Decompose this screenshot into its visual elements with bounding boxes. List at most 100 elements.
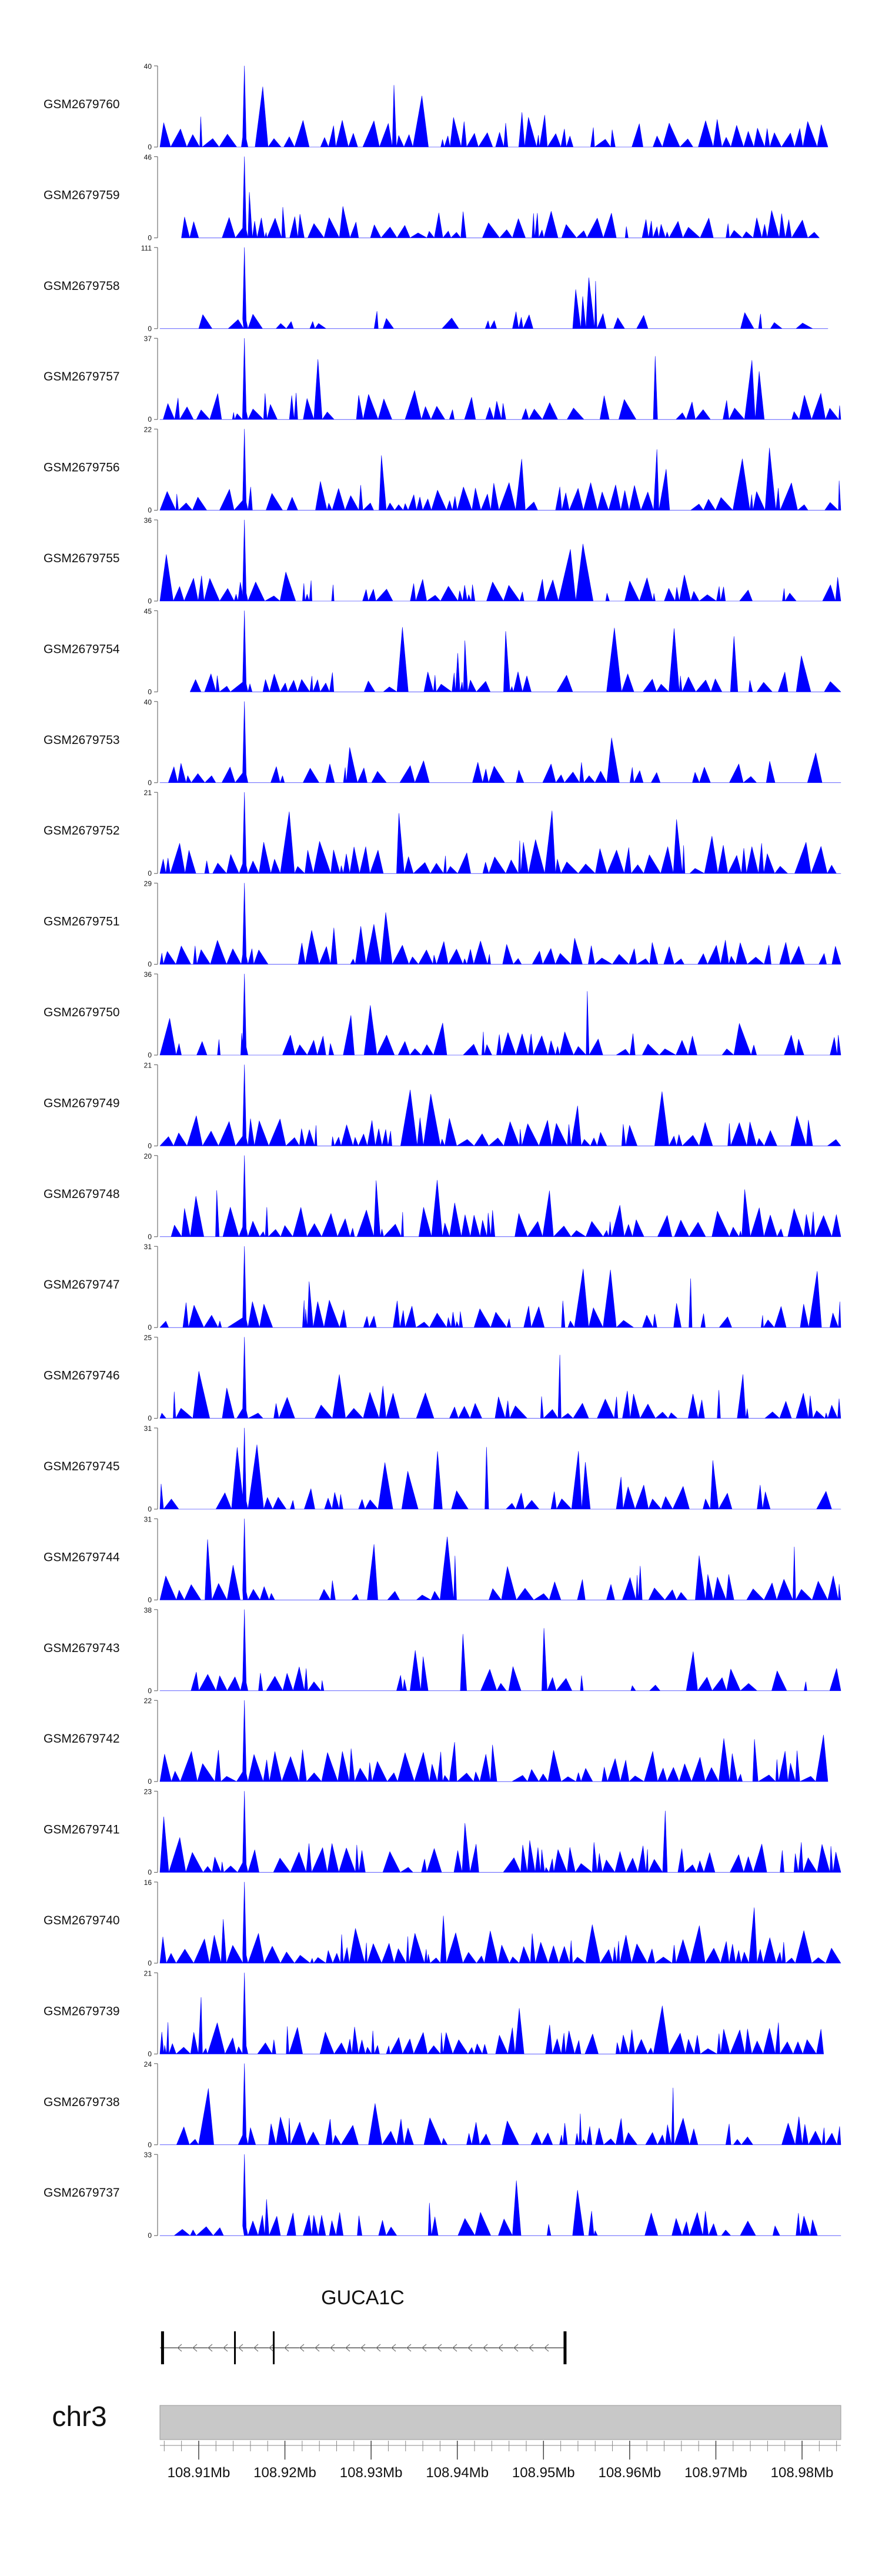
y-max-label: 36: [144, 970, 152, 979]
coverage-area: [190, 610, 841, 692]
y-max-label: 16: [144, 1878, 152, 1887]
axis-ticks: 108.91Mb 108.92Mb 108.93Mb 108.94Mb 108.95Mb…: [160, 2441, 841, 2481]
axis-tick-label: 108.93Mb: [340, 2465, 403, 2481]
coverage-area: [159, 1337, 841, 1419]
coverage-area: [159, 65, 828, 148]
y-max-label: 33: [144, 2151, 152, 2159]
coverage-area: [159, 1246, 841, 1328]
axis-tick-label: 108.97Mb: [684, 2465, 747, 2481]
strand-chevron: [544, 2344, 549, 2352]
coverage-area: [159, 1065, 841, 1146]
strand-chevron: [437, 2344, 442, 2352]
coverage-area: [159, 701, 841, 783]
coverage-area: [159, 792, 841, 874]
y-min-label: 0: [148, 1505, 152, 1513]
y-max-label: 31: [144, 1243, 152, 1251]
y-min-label: 0: [148, 143, 152, 151]
y-min-label: 0: [148, 506, 152, 515]
strand-chevron: [315, 2344, 320, 2352]
strand-chevron: [513, 2344, 519, 2352]
track-label: GSM2679759: [44, 188, 120, 202]
track-GSM2679745: GSM2679745 31 0: [44, 1424, 841, 1513]
coverage-area: [159, 1881, 841, 1964]
strand-chevron: [223, 2344, 228, 2352]
coverage-area: [159, 247, 828, 329]
coverage-area: [159, 1155, 841, 1237]
track-GSM2679737: GSM2679737 33 0: [44, 2151, 841, 2240]
y-max-label: 22: [144, 426, 152, 434]
y-max-label: 25: [144, 1334, 152, 1342]
coverage-area: [159, 2154, 841, 2236]
y-min-label: 0: [148, 779, 152, 787]
track-GSM2679753: GSM2679753 40 0: [44, 698, 841, 787]
ideogram-band: [159, 2405, 841, 2440]
y-min-label: 0: [148, 1687, 152, 1695]
strand-chevron: [467, 2344, 473, 2352]
axis-tick-label: 108.92Mb: [253, 2465, 316, 2481]
strand-chevron: [360, 2344, 366, 2352]
track-GSM2679751: GSM2679751 29 0: [44, 880, 841, 969]
track-label: GSM2679737: [44, 2186, 120, 2200]
y-min-label: 0: [148, 960, 152, 969]
y-max-label: 22: [144, 1697, 152, 1705]
chromosome-label: chr3: [52, 2401, 106, 2432]
y-min-label: 0: [148, 1414, 152, 1423]
coverage-area: [159, 973, 841, 1056]
track-label: GSM2679742: [44, 1732, 120, 1746]
track-label: GSM2679751: [44, 915, 120, 929]
y-min-label: 0: [148, 415, 152, 423]
track-GSM2679748: GSM2679748 20 0: [44, 1152, 841, 1241]
track-GSM2679749: GSM2679749 21 0: [44, 1061, 841, 1150]
y-max-label: 37: [144, 335, 152, 343]
y-max-label: 38: [144, 1606, 152, 1614]
strand-chevron: [177, 2344, 182, 2352]
track-GSM2679750: GSM2679750 36 0: [44, 970, 841, 1059]
strand-chevron: [406, 2344, 412, 2352]
strand-chevron: [284, 2344, 289, 2352]
track-GSM2679758: GSM2679758 111 0: [44, 244, 828, 333]
track-GSM2679738: GSM2679738 24 0: [44, 2060, 841, 2149]
track-GSM2679754: GSM2679754 45 0: [44, 607, 841, 696]
strand-chevron: [391, 2344, 396, 2352]
y-max-label: 40: [144, 698, 152, 706]
track-label: GSM2679745: [44, 1460, 120, 1473]
track-label: GSM2679740: [44, 1914, 120, 1927]
strand-chevron: [238, 2344, 243, 2352]
track-GSM2679760: GSM2679760 40 0: [44, 62, 828, 151]
axis-tick-label: 108.98Mb: [771, 2465, 834, 2481]
coverage-area: [159, 1973, 824, 2054]
y-max-label: 29: [144, 880, 152, 888]
track-GSM2679755: GSM2679755 36 0: [44, 516, 841, 605]
y-max-label: 36: [144, 516, 152, 525]
track-label: GSM2679747: [44, 1278, 120, 1292]
track-GSM2679742: GSM2679742 22 0: [44, 1697, 828, 1786]
y-max-label: 31: [144, 1515, 152, 1523]
track-GSM2679756: GSM2679756 22 0: [44, 426, 841, 515]
track-label: GSM2679755: [44, 552, 120, 565]
coverage-area: [159, 1609, 841, 1691]
strand-chevron: [498, 2344, 503, 2352]
y-min-label: 0: [148, 2141, 152, 2149]
track-label: GSM2679753: [44, 733, 120, 747]
strand-chevron: [483, 2344, 488, 2352]
y-min-label: 0: [148, 233, 152, 242]
strand-chevron: [253, 2344, 259, 2352]
y-max-label: 21: [144, 789, 152, 797]
coverage-area: [159, 2063, 841, 2145]
coverage-area: [159, 1700, 828, 1782]
coverage-tracks: GSM2679760 40 0 GSM2679759 46 0 GSM2679758 111 0…: [44, 62, 841, 2240]
track-GSM2679746: GSM2679746 25 0: [44, 1334, 841, 1423]
track-label: GSM2679754: [44, 642, 120, 656]
track-label: GSM2679756: [44, 461, 120, 475]
track-GSM2679743: GSM2679743 38 0: [44, 1606, 841, 1695]
track-label: GSM2679739: [44, 2004, 120, 2018]
axis-tick-label: 108.94Mb: [426, 2465, 489, 2481]
coverage-area: [159, 338, 841, 420]
coverage-area: [159, 1427, 841, 1510]
track-GSM2679747: GSM2679747 31 0: [44, 1243, 841, 1332]
track-GSM2679759: GSM2679759 46 0: [44, 153, 820, 242]
y-min-label: 0: [148, 869, 152, 877]
y-max-label: 111: [141, 244, 152, 252]
track-GSM2679752: GSM2679752 21 0: [44, 789, 841, 877]
